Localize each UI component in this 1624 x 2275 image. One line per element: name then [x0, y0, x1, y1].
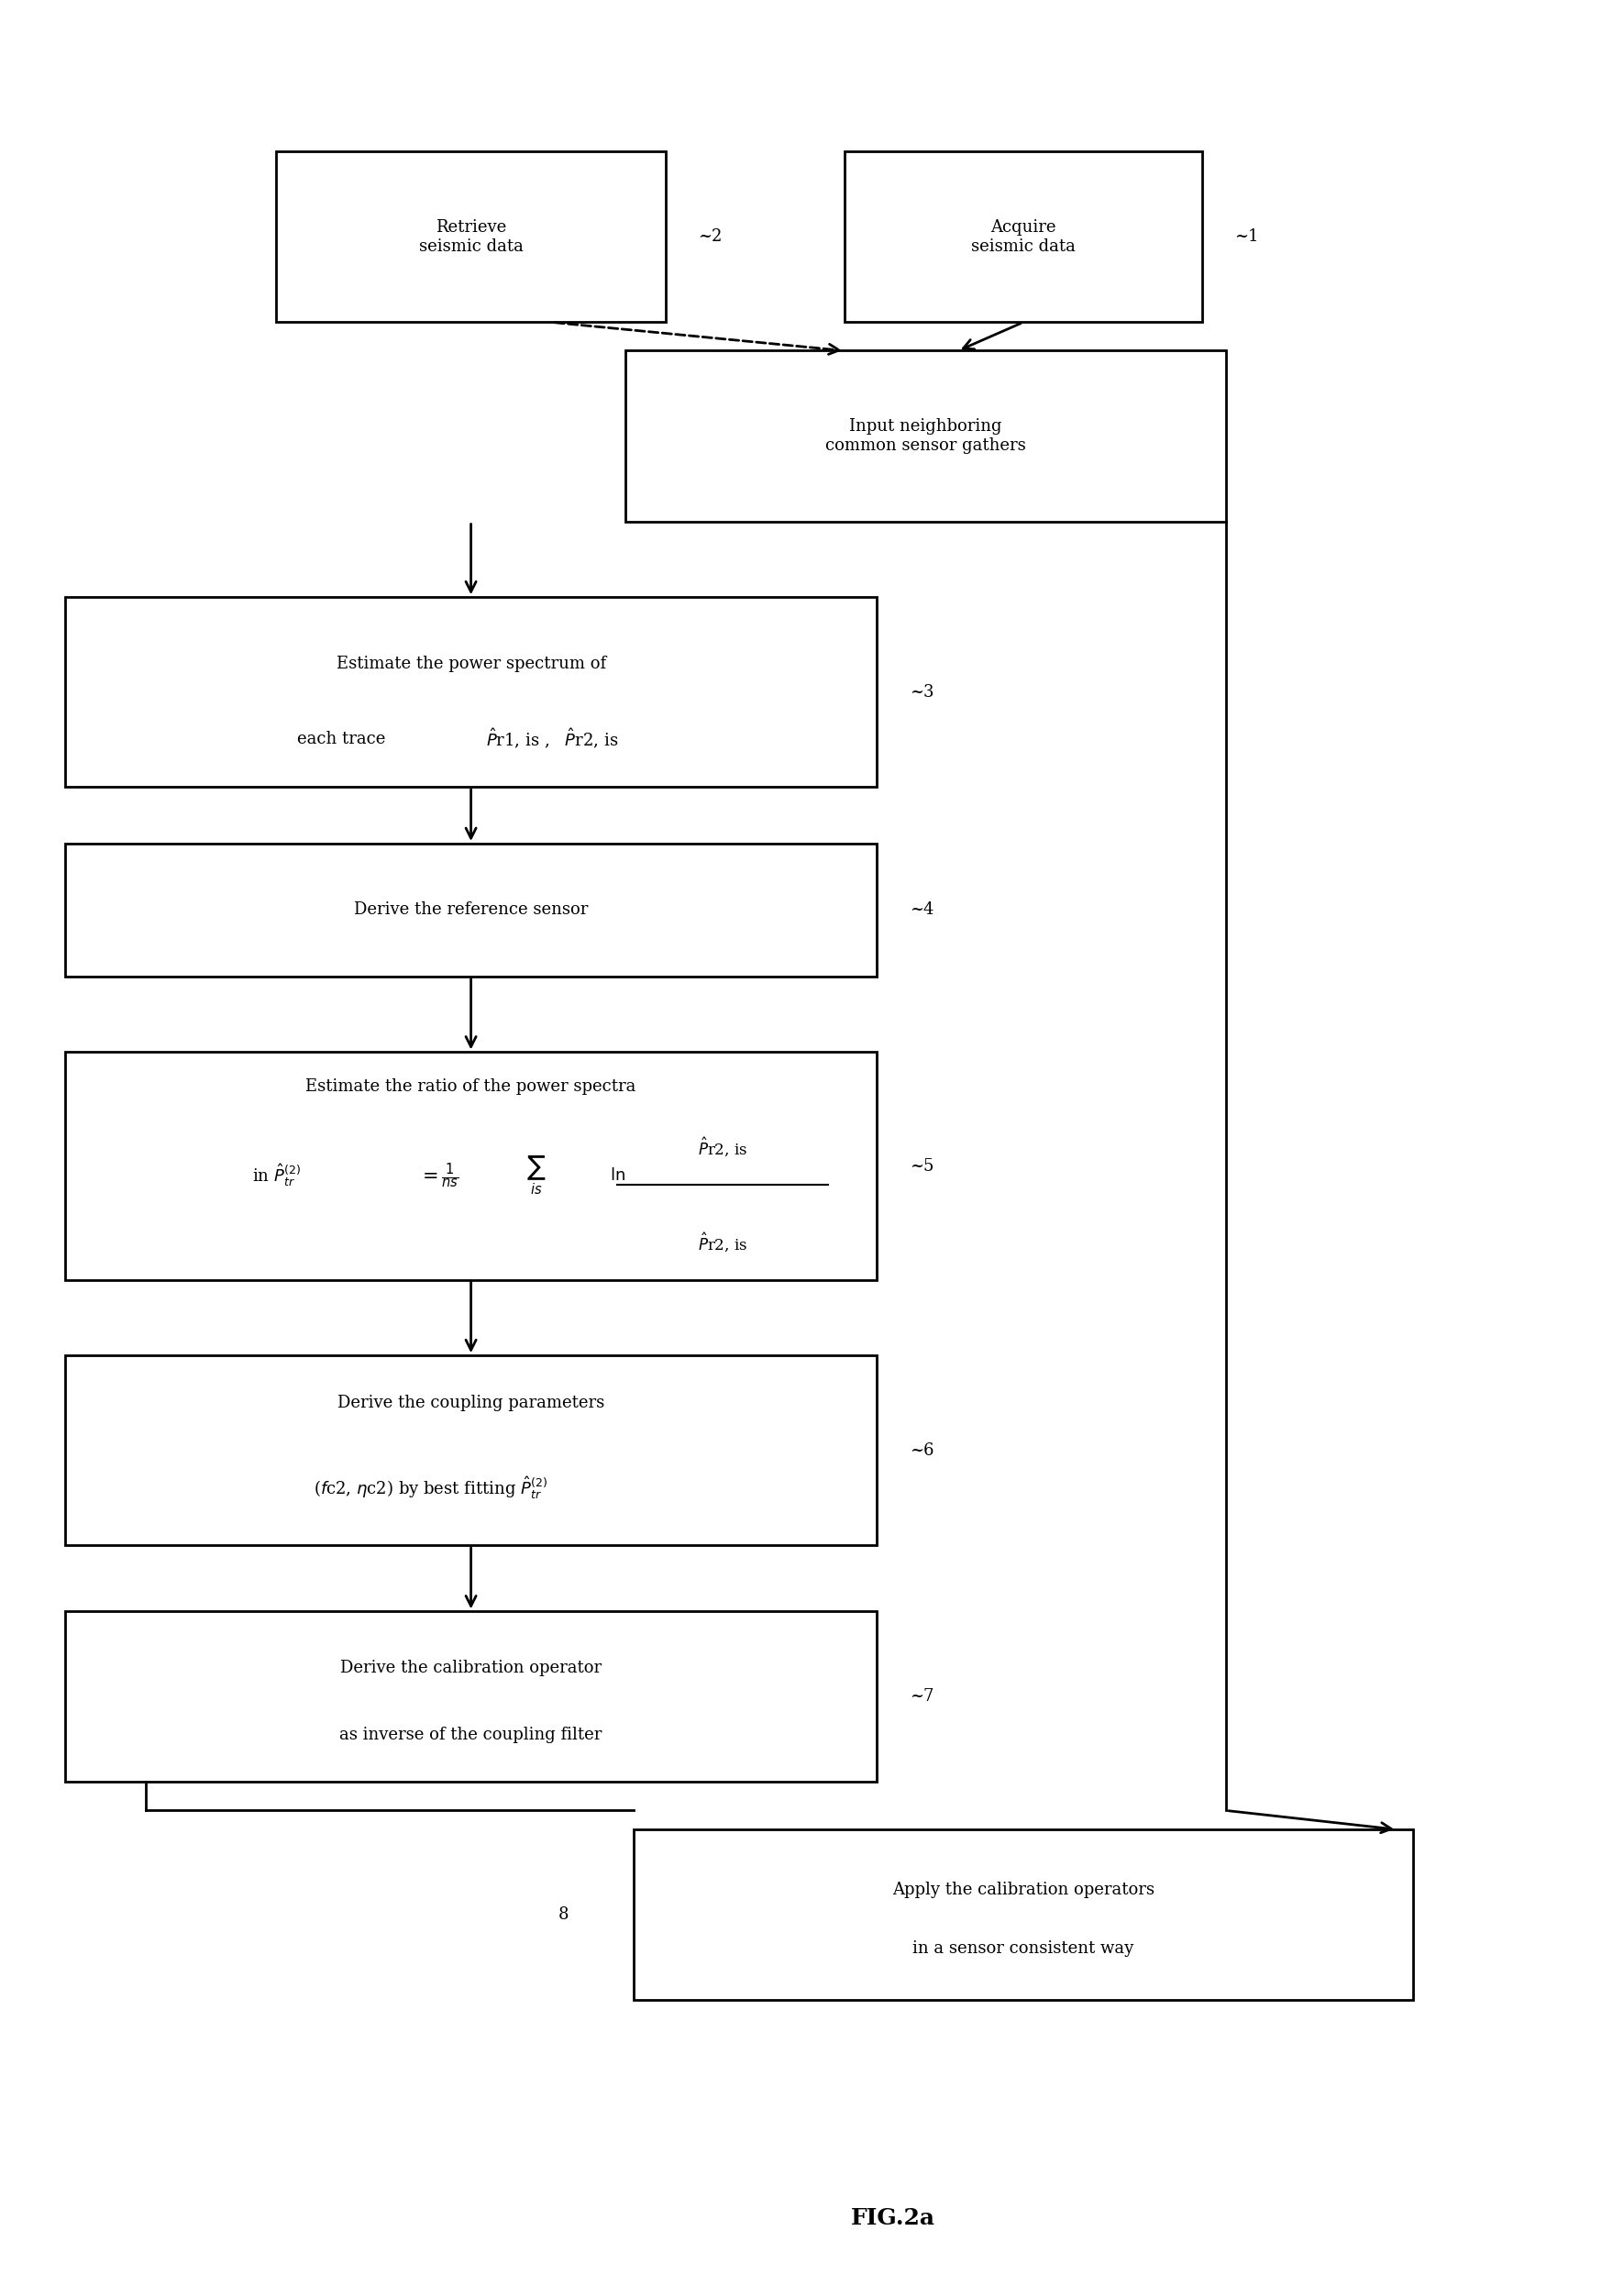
Text: $\ln$: $\ln$ [609, 1167, 625, 1183]
Text: ($\mathit{f}$c2, $\eta$c2) by best fitting $\hat{P}_{tr}^{(2)}$: ($\mathit{f}$c2, $\eta$c2) by best fitti… [313, 1474, 547, 1502]
Text: 8: 8 [559, 1906, 568, 1922]
Text: $\hat{P}$r1, is ,   $\hat{P}$r2, is: $\hat{P}$r1, is , $\hat{P}$r2, is [486, 728, 619, 751]
Text: Acquire
seismic data: Acquire seismic data [971, 218, 1075, 255]
Text: ~2: ~2 [698, 230, 723, 246]
Text: ~3: ~3 [909, 685, 934, 701]
Text: Derive the coupling parameters: Derive the coupling parameters [338, 1395, 604, 1410]
Text: in $\hat{P}_{tr}^{(2)}$: in $\hat{P}_{tr}^{(2)}$ [252, 1163, 300, 1188]
FancyBboxPatch shape [65, 1356, 877, 1545]
Text: FIG.2a: FIG.2a [851, 2207, 935, 2229]
Text: Derive the reference sensor: Derive the reference sensor [354, 901, 588, 919]
Text: in a sensor consistent way: in a sensor consistent way [913, 1941, 1134, 1957]
Text: $= \frac{1}{ns}$: $= \frac{1}{ns}$ [417, 1160, 460, 1190]
Text: ~1: ~1 [1234, 230, 1259, 246]
Text: Retrieve
seismic data: Retrieve seismic data [419, 218, 523, 255]
Text: Input neighboring
common sensor gathers: Input neighboring common sensor gathers [825, 419, 1026, 453]
Text: ~6: ~6 [909, 1442, 934, 1458]
Text: Derive the calibration operator: Derive the calibration operator [341, 1661, 601, 1677]
FancyBboxPatch shape [625, 350, 1226, 521]
Text: $\sum_{is}$: $\sum_{is}$ [526, 1153, 546, 1197]
Text: each trace: each trace [297, 730, 385, 748]
Text: $\hat{P}$r2, is: $\hat{P}$r2, is [698, 1231, 747, 1254]
FancyBboxPatch shape [65, 598, 877, 787]
Text: Apply the calibration operators: Apply the calibration operators [892, 1881, 1155, 1897]
Text: ~5: ~5 [909, 1158, 934, 1174]
FancyBboxPatch shape [65, 1611, 877, 1781]
Text: ~4: ~4 [909, 901, 934, 919]
Text: as inverse of the coupling filter: as inverse of the coupling filter [339, 1727, 603, 1743]
FancyBboxPatch shape [844, 152, 1202, 323]
FancyBboxPatch shape [276, 152, 666, 323]
Text: Estimate the power spectrum of: Estimate the power spectrum of [336, 655, 606, 671]
FancyBboxPatch shape [65, 1053, 877, 1279]
Text: $\hat{P}$r2, is: $\hat{P}$r2, is [698, 1135, 747, 1158]
Text: ~7: ~7 [909, 1688, 934, 1704]
FancyBboxPatch shape [633, 1829, 1413, 2000]
FancyBboxPatch shape [65, 844, 877, 976]
Text: Estimate the ratio of the power spectra: Estimate the ratio of the power spectra [305, 1078, 637, 1094]
